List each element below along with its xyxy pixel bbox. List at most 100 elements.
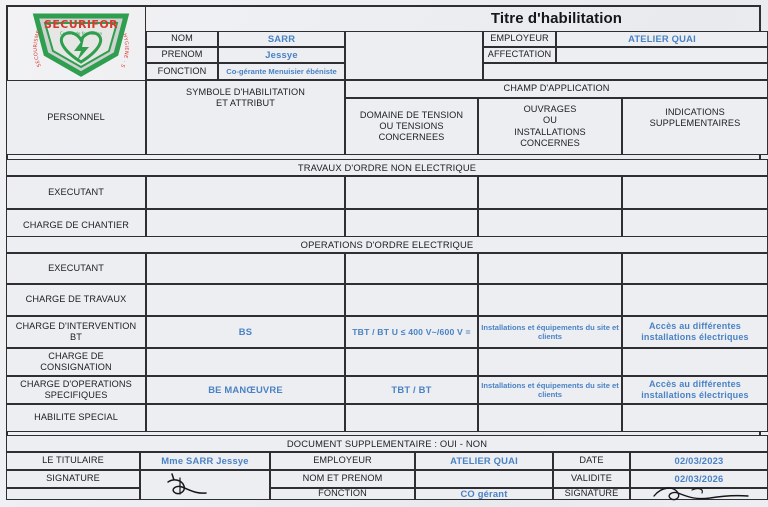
footer-employer-signature[interactable]	[630, 488, 768, 500]
svg-text:SECURIFOR: SECURIFOR	[44, 18, 118, 31]
symbole-line-1: SYMBOLE D'HABILITATION	[186, 87, 305, 97]
footer-validite-value[interactable]: 02/03/2026	[630, 470, 768, 488]
indications-line-1: INDICATIONS	[665, 107, 725, 117]
row-e-intervention-label-l1: CHARGE D'INTERVENTION	[15, 320, 137, 331]
row-e-travaux-label: CHARGE DE TRAVAUX	[6, 284, 146, 316]
ouvrages-header: OUVRAGES OU INSTALLATIONS CONCERNES	[478, 98, 622, 155]
personnel-header: PERSONNEL	[6, 80, 146, 155]
ouvrages-line-3: INSTALLATIONS	[514, 126, 586, 137]
domaine-line-1: DOMAINE DE TENSION	[359, 109, 464, 120]
row-e-consignation-label-l1: CHARGE DE	[48, 350, 104, 361]
row-e-intervention-domaine[interactable]: TBT / BT U ≤ 400 V~/600 V =	[345, 316, 478, 348]
row-e-consignation-symbole[interactable]	[146, 348, 345, 376]
affectation-label: AFFECTATION	[483, 47, 556, 63]
row-e-travaux-symbole[interactable]	[146, 284, 345, 316]
row-ne-executant-symbole[interactable]	[146, 176, 345, 209]
domaine-line-3: CONCERNEES	[378, 132, 445, 143]
row-e-intervention-symbole[interactable]: BS	[146, 316, 345, 348]
row-e-habilite-label-l1: HABILITE SPECIAL	[34, 412, 118, 423]
row-e-specifiques-label-l1: CHARGE D'OPERATIONS	[20, 378, 132, 389]
row-ne-executant-indications[interactable]	[622, 176, 768, 209]
row-e-travaux-label-l1: CHARGE DE TRAVAUX	[25, 294, 127, 305]
shield-heart-lightning-icon: SECURIFOR Centre de formation SECOURISME…	[23, 2, 130, 77]
row-ne-executant-domaine[interactable]	[345, 176, 478, 209]
row-e-executant-label-l1: EXECUTANT	[48, 262, 104, 273]
symbole-line-2: ET ATTRIBUT	[216, 98, 275, 109]
ouvrages-line-1: OUVRAGES	[523, 104, 577, 115]
logo-cell	[6, 5, 146, 83]
champ-application-header: CHAMP D'APPLICATION	[345, 80, 768, 98]
row-e-travaux-ouvrages[interactable]	[478, 284, 622, 316]
row-e-intervention-label: CHARGE D'INTERVENTION BT	[6, 316, 146, 348]
row-e-specifiques-label-l2: SPECIFIQUES	[44, 390, 108, 400]
footer-employeur-value[interactable]: ATELIER QUAI	[415, 452, 553, 470]
securifor-logo: SECURIFOR Centre de formation SECOURISME…	[23, 2, 136, 78]
band-document-supplementaire: DOCUMENT SUPPLEMENTAIRE : OUI - NON	[6, 435, 768, 452]
row-e-executant-indications[interactable]	[622, 253, 768, 284]
fonction-label: FONCTION	[146, 63, 218, 80]
row-e-specifiques-ouvrages[interactable]: Installations et équipements du site et …	[478, 376, 622, 404]
row-e-consignation-label-l2: CONSIGNATION	[40, 362, 112, 372]
row-e-habilite-symbole[interactable]	[146, 404, 345, 432]
employeur-label: EMPLOYEUR	[483, 31, 556, 47]
row-e-intervention-ouvrages[interactable]: Installations et équipements du site et …	[478, 316, 622, 348]
row-e-executant-label: EXECUTANT	[6, 253, 146, 284]
domaine-tension-header: DOMAINE DE TENSION OU TENSIONS CONCERNEE…	[345, 98, 478, 155]
affectation-value[interactable]	[556, 47, 768, 63]
row-e-consignation-domaine[interactable]	[345, 348, 478, 376]
title-underblock	[345, 31, 483, 80]
footer-titulaire-signature[interactable]	[140, 470, 270, 500]
employeur-value[interactable]: ATELIER QUAI	[556, 31, 768, 47]
row-e-specifiques-label: CHARGE D'OPERATIONS SPECIFIQUES	[6, 376, 146, 404]
band-travaux-non-electrique: TRAVAUX D'ORDRE NON ELECTRIQUE	[6, 159, 768, 176]
row-e-specifiques-symbole[interactable]: BE MANŒUVRE	[146, 376, 345, 404]
prenom-value[interactable]: Jessye	[218, 47, 345, 63]
domaine-line-2: OU TENSIONS	[379, 120, 444, 131]
footer-date-value[interactable]: 02/03/2023	[630, 452, 768, 470]
indications-line-2: SUPPLEMENTAIRES	[649, 118, 741, 129]
page-title: Titre d'habilitation	[490, 9, 623, 27]
footer-nomprenom-label: NOM ET PRENOM	[270, 470, 415, 488]
footer-signature-label: SIGNATURE	[6, 470, 140, 488]
ouvrages-line-4: CONCERNES	[520, 137, 580, 148]
row-e-intervention-indications[interactable]: Accès au différentes installations élect…	[622, 316, 768, 348]
nom-value[interactable]: SARR	[218, 31, 345, 47]
row-e-habilite-label: HABILITE SPECIAL	[6, 404, 146, 432]
svg-text:Centre de formation: Centre de formation	[60, 31, 103, 36]
symbole-habilitation-header: SYMBOLE D'HABILITATION ET ATTRIBUT	[146, 80, 345, 155]
row-e-consignation-indications[interactable]	[622, 348, 768, 376]
footer-titulaire-value[interactable]: Mme SARR Jessye	[140, 452, 270, 470]
row-e-consignation-ouvrages[interactable]	[478, 348, 622, 376]
row-e-executant-domaine[interactable]	[345, 253, 478, 284]
row-ne-executant-ouvrages[interactable]	[478, 176, 622, 209]
row-e-specifiques-indications[interactable]: Accès au différentes installations élect…	[622, 376, 768, 404]
row-ne-executant-label: EXECUTANT	[6, 176, 146, 209]
footer-fonction-value[interactable]: CO gérant	[415, 488, 553, 500]
footer-validite-label: VALIDITE	[553, 470, 630, 488]
prenom-label: PRENOM	[146, 47, 218, 63]
ouvrages-line-2: OU	[543, 115, 557, 126]
row-e-executant-ouvrages[interactable]	[478, 253, 622, 284]
employer-filler	[483, 63, 768, 80]
row-e-intervention-label-l2: BT	[70, 332, 82, 342]
row-e-travaux-indications[interactable]	[622, 284, 768, 316]
indications-header: INDICATIONS SUPPLEMENTAIRES	[622, 98, 768, 155]
footer-nomprenom-value[interactable]	[415, 470, 553, 488]
row-e-executant-symbole[interactable]	[146, 253, 345, 284]
footer-employer-signature-label: SIGNATURE	[553, 488, 630, 500]
footer-fonction-label: FONCTION	[270, 488, 415, 500]
nom-label: NOM	[146, 31, 218, 47]
band-operations-electrique: OPERATIONS D'ORDRE ELECTRIQUE	[6, 236, 768, 253]
footer-date-label: DATE	[553, 452, 630, 470]
row-e-specifiques-domaine[interactable]: TBT / BT	[345, 376, 478, 404]
row-e-habilite-domaine[interactable]	[345, 404, 478, 432]
row-e-consignation-label: CHARGE DE CONSIGNATION	[6, 348, 146, 376]
row-e-habilite-ouvrages[interactable]	[478, 404, 622, 432]
fonction-value[interactable]: Co-gérante Menuisier ébéniste	[218, 63, 345, 80]
footer-blank-label	[6, 488, 140, 500]
row-e-habilite-indications[interactable]	[622, 404, 768, 432]
footer-employeur-label: EMPLOYEUR	[270, 452, 415, 470]
row-e-travaux-domaine[interactable]	[345, 284, 478, 316]
footer-titulaire-label: LE TITULAIRE	[6, 452, 140, 470]
